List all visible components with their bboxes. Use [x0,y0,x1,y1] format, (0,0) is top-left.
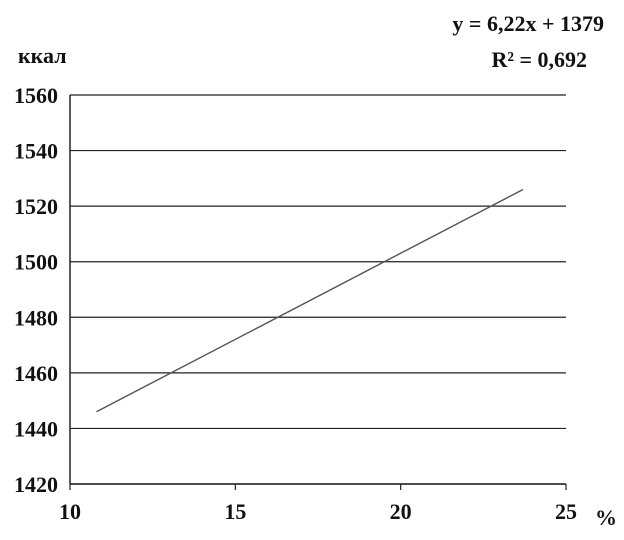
x-tick-label: 25 [555,499,577,524]
y-tick-label: 1500 [14,250,58,275]
y-tick-label: 1420 [14,472,58,497]
y-tick-label: 1480 [14,305,58,330]
regression-equation: y = 6,22x + 1379 [452,11,604,36]
x-tick-label: 20 [390,499,412,524]
y-tick-label: 1440 [14,416,58,441]
y-tick-label: 1460 [14,361,58,386]
grid [70,94,566,485]
y-tick-label: 1520 [14,194,58,219]
x-tick-label: 10 [59,499,81,524]
r-squared-label: R² = 0,692 [491,47,587,72]
x-axis-label: % [595,505,617,530]
x-tick-label: 15 [224,499,246,524]
series-line-0 [96,188,524,413]
y-tick-label: 1560 [14,83,58,108]
y-tick-label: 1540 [14,139,58,164]
series [96,188,524,413]
y-axis-label: ккал [18,43,67,68]
